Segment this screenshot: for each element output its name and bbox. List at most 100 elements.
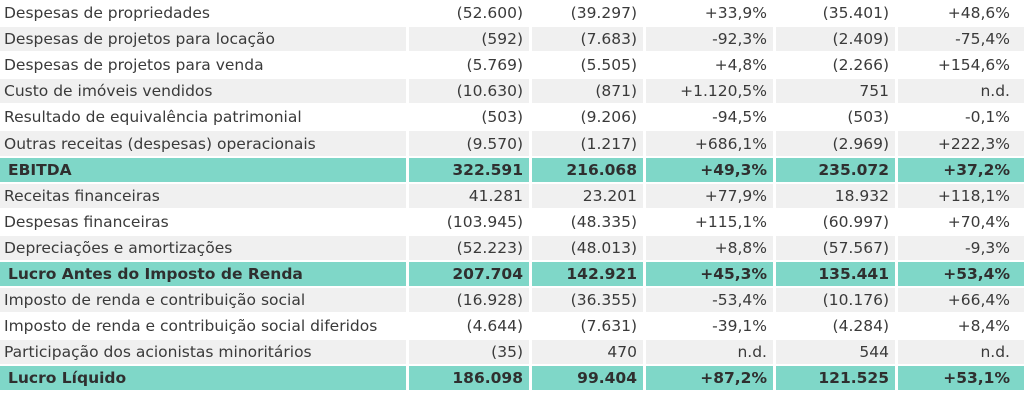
value-cell: 99.404 [532,366,643,391]
variation-cell: +70,4% [947,212,1010,231]
row-label: Lucro Antes do Imposto de Renda [0,261,406,287]
value-cell: (52.600) [456,4,523,23]
table-row: Despesas de projetos para locação (592) … [0,26,1024,52]
row-label: Despesas de projetos para venda [4,56,264,75]
row-label: Depreciações e amortizações [0,235,406,260]
variation-cell: +33,9% [704,4,767,23]
value-cell: (35) [409,340,529,365]
variation-cell: n.d. [898,340,1024,365]
row-label: Outras receitas (despesas) operacionais [0,131,406,156]
variation-cell: n.d. [898,79,1024,104]
financial-results-table: Despesas de propriedades (52.600) (39.29… [0,0,1024,391]
variation-cell: +118,1% [898,183,1024,208]
value-cell: (16.928) [409,288,529,313]
value-cell: (2.409) [776,27,895,52]
row-label: Lucro Líquido [0,366,406,391]
variation-cell: +8,4% [957,317,1010,336]
value-cell: 18.932 [776,183,895,208]
value-cell: 470 [532,340,643,365]
variation-cell: +87,2% [646,366,773,391]
variation-cell: -0,1% [965,108,1010,127]
row-label: Participação dos acionistas minoritários [0,340,406,365]
value-cell: (48.335) [570,212,637,231]
table-row: Imposto de renda e contribuição social (… [0,287,1024,313]
variation-cell: +45,3% [646,261,773,287]
row-label: Despesas de propriedades [4,4,210,23]
value-cell: 23.201 [532,183,643,208]
value-cell: (4.284) [832,317,889,336]
row-label: Despesas de projetos para locação [0,27,406,52]
variation-cell: +66,4% [898,288,1024,313]
value-cell: (503) [847,108,889,127]
table-row: Outras receitas (despesas) operacionais … [0,130,1024,156]
value-cell: 322.591 [409,157,529,182]
variation-cell: -9,3% [898,235,1024,260]
variation-cell: +1.120,5% [646,79,773,104]
value-cell: 216.068 [532,157,643,182]
variation-cell: +8,8% [646,235,773,260]
variation-cell: -94,5% [712,108,767,127]
value-cell: (592) [409,27,529,52]
value-cell: (10.176) [776,288,895,313]
value-cell: (103.945) [446,212,523,231]
value-cell: (2.969) [776,131,895,156]
value-cell: 544 [776,340,895,365]
value-cell: 235.072 [776,157,895,182]
value-cell: (4.644) [466,317,523,336]
row-label: Custo de imóveis vendidos [0,79,406,104]
table-row: Custo de imóveis vendidos (10.630) (871)… [0,78,1024,104]
value-cell: (9.206) [580,108,637,127]
value-cell: (871) [532,79,643,104]
value-cell: 121.525 [776,366,895,391]
value-cell: (57.567) [776,235,895,260]
table-row: Participação dos acionistas minoritários… [0,339,1024,365]
variation-cell: +48,6% [947,4,1010,23]
row-label: Imposto de renda e contribuição social d… [4,317,378,336]
table-row: Depreciações e amortizações (52.223) (48… [0,235,1024,261]
table-row-lair: Lucro Antes do Imposto de Renda 207.704 … [0,261,1024,287]
value-cell: (39.297) [570,4,637,23]
value-cell: (2.266) [832,56,889,75]
table-row: Despesas financeiras (103.945) (48.335) … [0,209,1024,235]
value-cell: 186.098 [409,366,529,391]
value-cell: (10.630) [409,79,529,104]
value-cell: 207.704 [409,261,529,287]
row-label: EBITDA [0,157,406,182]
value-cell: (5.769) [466,56,523,75]
table-row-ebitda: EBITDA 322.591 216.068 +49,3% 235.072 +3… [0,157,1024,183]
variation-cell: +77,9% [646,183,773,208]
variation-cell: +53,1% [898,366,1024,391]
value-cell: (48.013) [532,235,643,260]
variation-cell: +115,1% [694,212,767,231]
value-cell: (36.355) [532,288,643,313]
value-cell: (35.401) [822,4,889,23]
row-label: Resultado de equivalência patrimonial [4,108,302,127]
variation-cell: +222,3% [898,131,1024,156]
value-cell: 142.921 [532,261,643,287]
row-label: Imposto de renda e contribuição social [0,288,406,313]
value-cell: (7.683) [532,27,643,52]
value-cell: (1.217) [532,131,643,156]
variation-cell: +37,2% [898,157,1024,182]
table-row: Receitas financeiras 41.281 23.201 +77,9… [0,183,1024,209]
table-row-net-income: Lucro Líquido 186.098 99.404 +87,2% 121.… [0,365,1024,391]
table-row: Despesas de propriedades (52.600) (39.29… [0,0,1024,26]
value-cell: (9.570) [409,131,529,156]
variation-cell: +53,4% [898,261,1024,287]
value-cell: (52.223) [409,235,529,260]
variation-cell: n.d. [646,340,773,365]
row-label: Despesas financeiras [4,212,169,231]
variation-cell: -75,4% [898,27,1024,52]
value-cell: 41.281 [409,183,529,208]
value-cell: 135.441 [776,261,895,287]
table-row: Despesas de projetos para venda (5.769) … [0,52,1024,78]
variation-cell: +49,3% [646,157,773,182]
value-cell: (503) [481,108,523,127]
table-row: Imposto de renda e contribuição social d… [0,313,1024,339]
row-label: Receitas financeiras [0,183,406,208]
variation-cell: -39,1% [712,317,767,336]
variation-cell: -53,4% [646,288,773,313]
value-cell: (5.505) [580,56,637,75]
table-row: Resultado de equivalência patrimonial (5… [0,104,1024,130]
variation-cell: -92,3% [646,27,773,52]
